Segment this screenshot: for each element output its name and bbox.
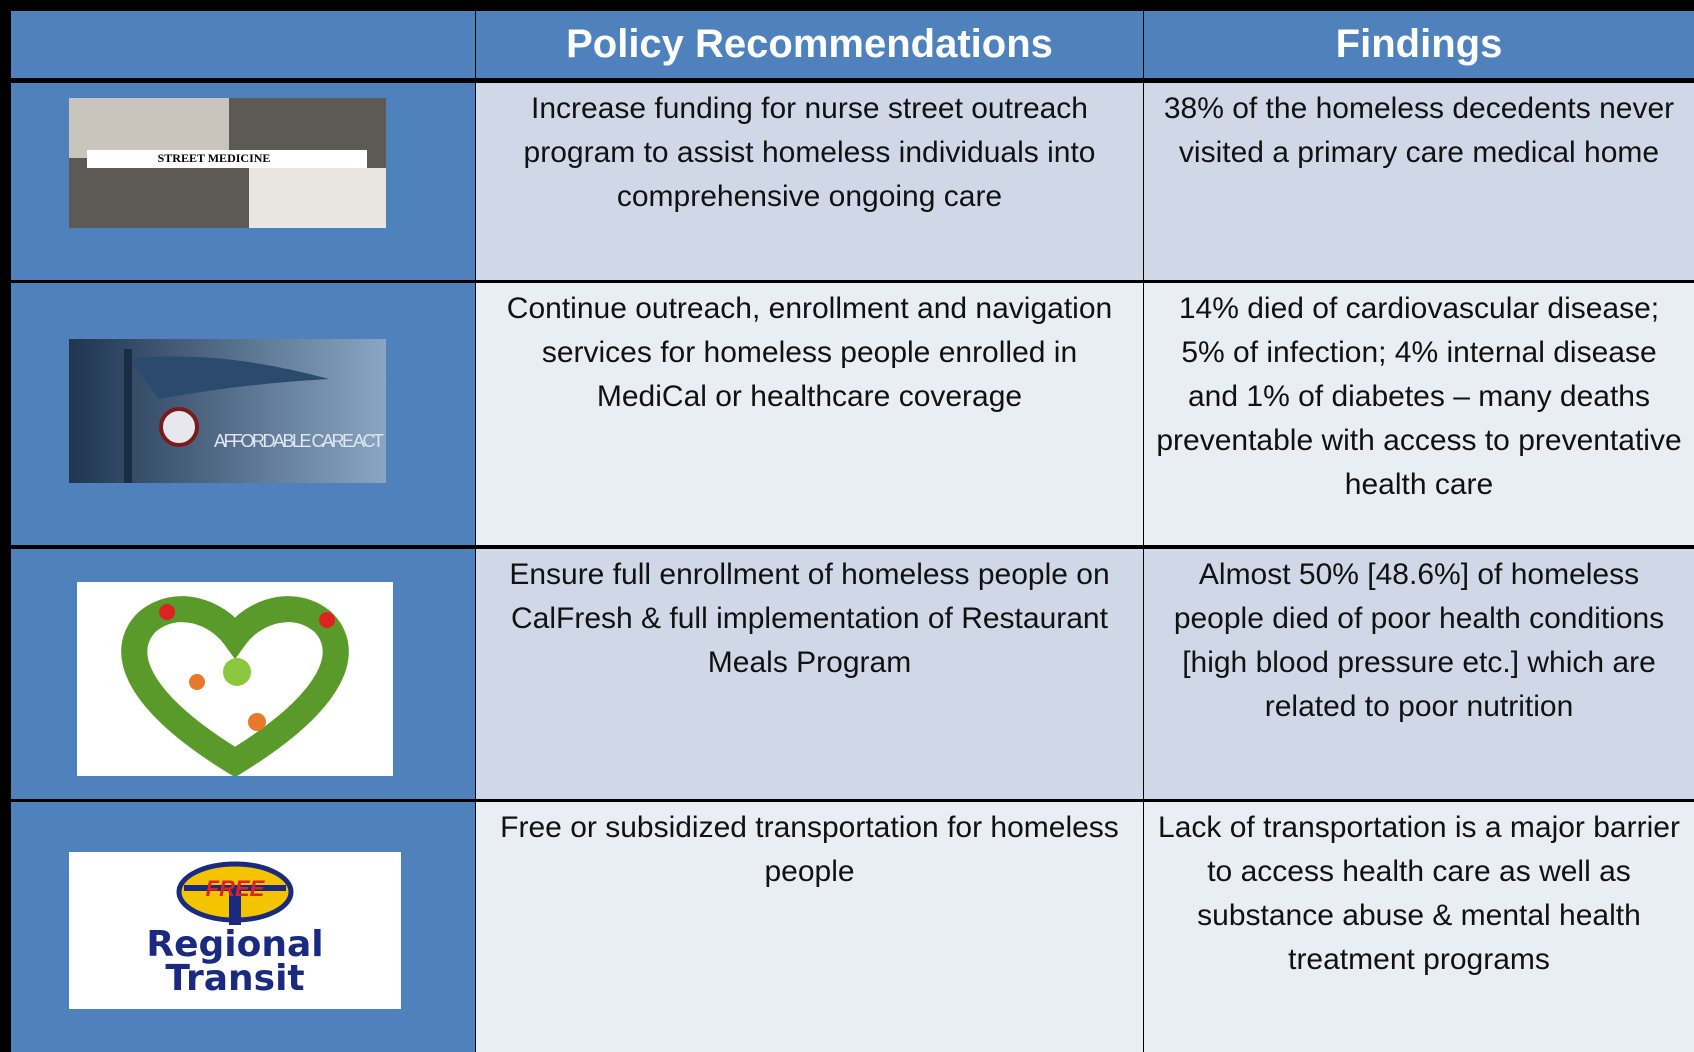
transit-logo: FREE Regional Transit (69, 852, 401, 1009)
recommendation-cell: Free or subsidized transportation for ho… (476, 802, 1143, 1052)
image-label: STREET MEDICINE (158, 151, 271, 165)
aca-image: AFFORDABLE CARE ACT (69, 339, 386, 483)
street-medicine-image: STREET MEDICINE (69, 98, 386, 228)
image-label: Regional Transit (146, 924, 323, 999)
image-badge: FREE (206, 876, 266, 901)
finding-cell: Almost 50% [48.6%] of homeless people di… (1144, 549, 1694, 799)
header-cell: Policy Recommendations (476, 11, 1143, 78)
image-cell (11, 549, 475, 799)
finding-cell: Lack of transportation is a major barrie… (1144, 802, 1694, 1052)
recommendation-cell: Increase funding for nurse street outrea… (476, 83, 1143, 280)
image-label: AFFORDABLE CARE ACT (214, 431, 384, 451)
recommendation-cell: Ensure full enrollment of homeless peopl… (476, 549, 1143, 799)
finding-cell: 14% died of cardiovascular disease; 5% o… (1144, 283, 1694, 545)
heart-image (77, 582, 393, 776)
image-cell: FREE Regional Transit (11, 802, 475, 1052)
image-cell: AFFORDABLE CARE ACT (11, 283, 475, 545)
image-cell: STREET MEDICINE (11, 83, 475, 280)
recommendation-cell: Continue outreach, enrollment and naviga… (476, 283, 1143, 545)
header-blank (11, 11, 475, 78)
header-cell: Findings (1144, 11, 1694, 78)
finding-cell: 38% of the homeless decedents never visi… (1144, 83, 1694, 280)
